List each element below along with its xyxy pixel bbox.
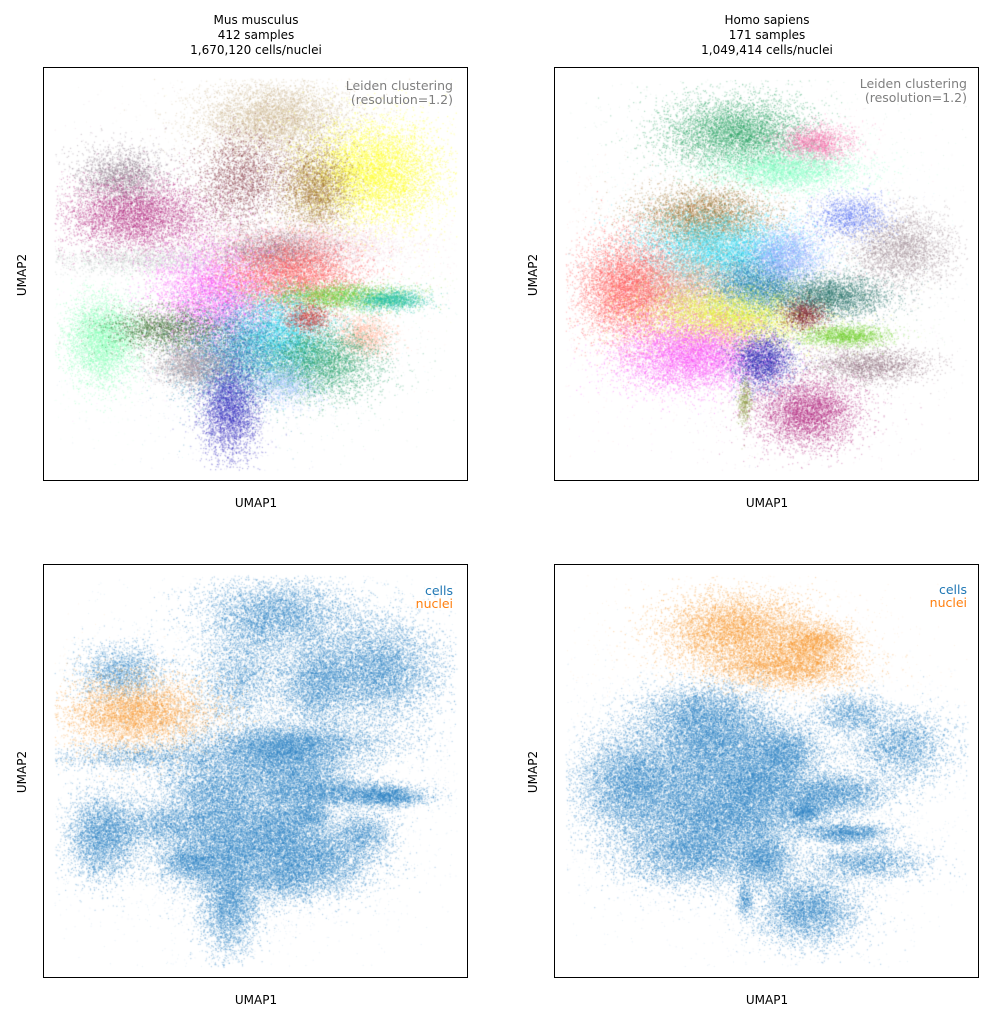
title-samples: 412 samples <box>217 28 295 42</box>
legend-item-nuclei: nuclei <box>929 595 967 610</box>
scatter-points <box>555 565 978 977</box>
panel-title-mouse: Mus musculus 412 samples 1,670,120 cells… <box>43 13 469 58</box>
umap-plot-human <box>554 67 979 481</box>
title-species: Mus musculus <box>213 13 299 27</box>
scatter-points <box>44 565 467 977</box>
y-axis-label: UMAP2 <box>15 750 29 794</box>
annotation-line: (resolution=1.2) <box>864 90 967 105</box>
umap-plot-mouse <box>43 67 468 481</box>
title-samples: 171 samples <box>728 28 806 42</box>
panel-title-human: Homo sapiens 171 samples 1,049,414 cells… <box>554 13 980 58</box>
clustering-annotation: Leiden clustering (resolution=1.2) <box>767 77 967 105</box>
x-axis-label: UMAP1 <box>234 496 278 510</box>
scatter-points <box>555 68 978 480</box>
scatter-points <box>44 68 467 480</box>
legend: cells nuclei <box>353 584 453 610</box>
umap-plot-human-modality <box>554 564 979 978</box>
x-axis-label: UMAP1 <box>745 496 789 510</box>
legend-item-cells: cells <box>424 583 453 598</box>
title-species: Homo sapiens <box>724 13 810 27</box>
y-axis-label: UMAP2 <box>526 750 540 794</box>
legend: cells nuclei <box>867 583 967 609</box>
title-cells: 1,049,414 cells/nuclei <box>701 43 833 57</box>
x-axis-label: UMAP1 <box>234 993 278 1007</box>
clustering-annotation: Leiden clustering (resolution=1.2) <box>253 79 453 107</box>
annotation-line: Leiden clustering <box>859 76 967 91</box>
annotation-line: (resolution=1.2) <box>350 92 453 107</box>
legend-item-nuclei: nuclei <box>415 596 453 611</box>
annotation-line: Leiden clustering <box>345 78 453 93</box>
legend-item-cells: cells <box>938 582 967 597</box>
y-axis-label: UMAP2 <box>15 253 29 297</box>
umap-plot-mouse-modality <box>43 564 468 978</box>
y-axis-label: UMAP2 <box>526 253 540 297</box>
x-axis-label: UMAP1 <box>745 993 789 1007</box>
title-cells: 1,670,120 cells/nuclei <box>190 43 322 57</box>
